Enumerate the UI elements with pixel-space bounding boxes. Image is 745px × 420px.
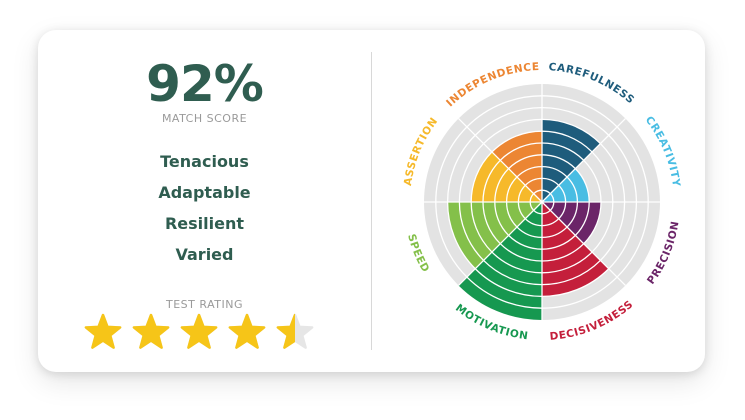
wheel-segment-speed	[447, 202, 542, 269]
wheel-spoke-line	[541, 201, 626, 286]
match-score-value: 92%	[146, 55, 264, 113]
wheel-segment-creativity	[542, 168, 590, 202]
wheel-spoke-line	[458, 201, 543, 286]
trait-item: Varied	[175, 245, 234, 264]
match-score-label: MATCH SCORE	[161, 112, 248, 125]
wheel-segment-precision	[542, 202, 601, 244]
profile-card: 92% MATCH SCORE Tenacious Adaptable Resi…	[38, 30, 705, 372]
test-rating-label: TEST RATING	[166, 298, 243, 311]
wheel-segment-assertion	[471, 151, 542, 202]
wheel-spoke-line	[458, 118, 543, 203]
trait-list: Tenacious Adaptable Resilient Varied	[38, 146, 371, 270]
summary-panel: 92% MATCH SCORE Tenacious Adaptable Resi…	[38, 30, 371, 372]
star-icon	[84, 313, 122, 349]
star-icon	[276, 313, 314, 349]
wheel-label-speed: SPEED	[405, 233, 432, 275]
trait-item: Resilient	[164, 214, 245, 233]
wheel-segment-decisiveness	[542, 202, 609, 297]
star-icon	[228, 313, 266, 349]
trait-item: Adaptable	[158, 183, 251, 202]
star-icon	[132, 313, 170, 349]
trait-wheel-chart: CAREFULNESSCREATIVITYPRECISIONDECISIVENE…	[402, 61, 682, 343]
wheel-segment-carefulness	[542, 119, 601, 202]
wheel-segment-independence	[491, 131, 542, 202]
trait-item: Tenacious	[160, 152, 249, 171]
wheel-spoke-line	[541, 118, 626, 203]
trait-wheel-panel: CAREFULNESS CREATIVITY PRECISION DECISIVENE…	[372, 30, 705, 372]
panel-divider	[371, 52, 372, 350]
star-icon	[180, 313, 218, 349]
wheel-segment-motivation	[458, 202, 542, 320]
